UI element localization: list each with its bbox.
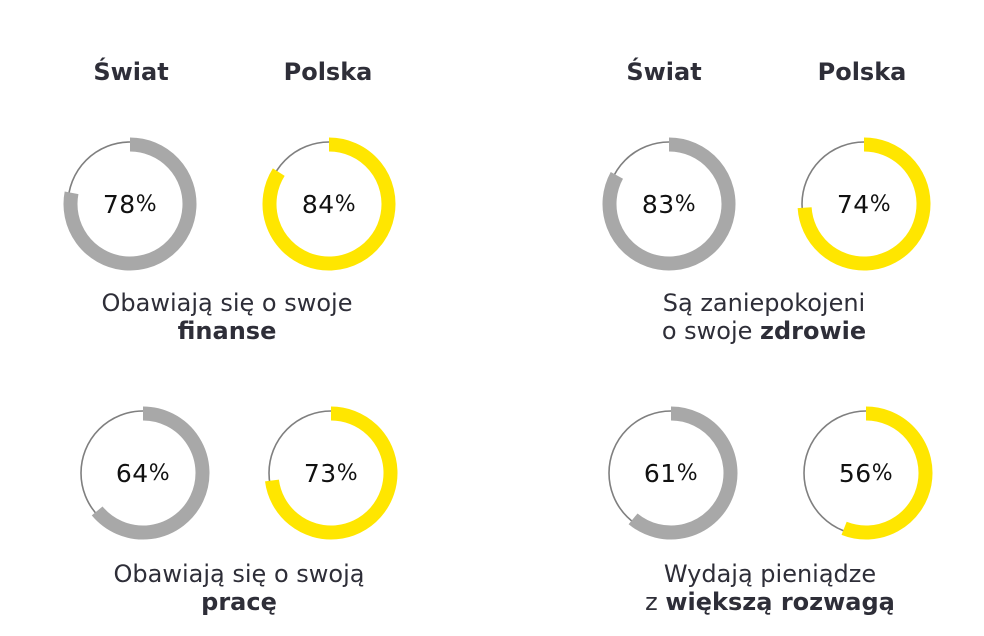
donut-ring xyxy=(80,406,210,540)
donut-value: 74% xyxy=(836,189,892,219)
header-poland-left: Polska xyxy=(283,58,373,86)
caption-line2: o swoje zdrowie xyxy=(661,317,867,345)
caption-line2: finanse xyxy=(17,317,437,345)
caption-finanse: Obawiają się o swoje finanse xyxy=(17,289,437,345)
donut-value: 84% xyxy=(301,189,357,219)
donut-value: 83% xyxy=(641,189,697,219)
donut-value: 73% xyxy=(303,458,359,488)
caption-rozwaga: Wydają pieniądze z większą rozwagą xyxy=(560,560,980,616)
caption-zdrowie: Są zaniepokojeni o swoje zdrowie xyxy=(554,289,974,345)
caption-line1: Obawiają się o swoje xyxy=(101,289,353,317)
donut-value: 64% xyxy=(115,458,171,488)
donut-ring xyxy=(63,137,197,271)
header-world-left: Świat xyxy=(93,58,169,86)
caption-bold: pracę xyxy=(201,588,277,616)
donut-arc-world xyxy=(91,406,210,540)
donut-arc-poland xyxy=(797,137,931,271)
donut-ring xyxy=(797,137,931,271)
donut-world-zdrowie: 83% xyxy=(601,136,737,272)
donut-world-finanse: 78% xyxy=(62,136,198,272)
donut-ring xyxy=(602,137,736,271)
donut-arc-poland xyxy=(262,137,396,271)
donut-arc-poland xyxy=(265,406,398,540)
donut-ring xyxy=(608,406,738,540)
header-poland-right: Polska xyxy=(817,58,907,86)
caption-line2: pracę xyxy=(29,588,449,616)
donut-arc-poland xyxy=(841,406,933,540)
donut-arc-world xyxy=(602,137,736,271)
caption-line2: z większą rozwagą xyxy=(645,588,895,616)
donut-value: 78% xyxy=(102,189,158,219)
caption-bold: większą rozwagą xyxy=(665,588,895,616)
donut-value: 56% xyxy=(838,458,894,488)
caption-bold: zdrowie xyxy=(760,317,867,345)
donut-poland-rozwaga: 56% xyxy=(798,405,934,541)
caption-line1: Wydają pieniądze xyxy=(663,560,877,588)
donut-poland-finanse: 84% xyxy=(261,136,397,272)
caption-line1: Są zaniepokojeni xyxy=(662,289,866,317)
donut-ring xyxy=(265,406,398,540)
donut-poland-praca: 73% xyxy=(263,405,399,541)
donut-world-rozwaga: 61% xyxy=(603,405,739,541)
caption-line1: Obawiają się o swoją xyxy=(113,560,365,588)
donut-ring xyxy=(803,406,933,540)
donut-value: 61% xyxy=(643,458,699,488)
donut-world-praca: 64% xyxy=(75,405,211,541)
caption-praca: Obawiają się o swoją pracę xyxy=(29,560,449,616)
donut-ring xyxy=(262,137,396,271)
donut-arc-world xyxy=(628,406,738,540)
donut-arc-world xyxy=(63,137,197,271)
caption-bold: finanse xyxy=(177,317,277,345)
donut-poland-zdrowie: 74% xyxy=(796,136,932,272)
header-world-right: Świat xyxy=(626,58,702,86)
